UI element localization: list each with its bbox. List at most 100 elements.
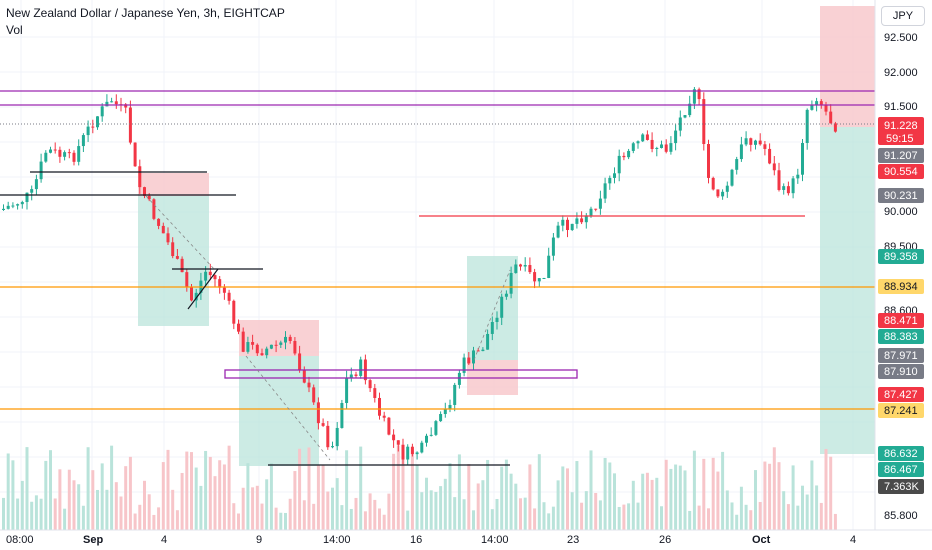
volume-bar bbox=[739, 486, 743, 530]
candle-body bbox=[58, 149, 62, 157]
candle-body bbox=[152, 199, 156, 219]
candle-body bbox=[288, 336, 292, 341]
price-tag bbox=[878, 348, 924, 363]
candle-body bbox=[645, 134, 649, 140]
volume-bar bbox=[204, 450, 208, 530]
candle-body bbox=[67, 152, 71, 154]
candle-body bbox=[20, 202, 24, 205]
volume-bar bbox=[613, 473, 616, 530]
candle-body bbox=[138, 166, 142, 188]
volume-bar bbox=[472, 510, 475, 530]
price-tag-text: 7.363K bbox=[884, 481, 920, 493]
price-tag-text: 86.632 bbox=[884, 448, 918, 460]
candle-body bbox=[16, 204, 20, 206]
time-axis[interactable]: 08:00 Sep 4 9 14:00 16 14:00 23 26 Oct 4 bbox=[0, 529, 932, 550]
volume-bar bbox=[509, 473, 513, 530]
volume-bar bbox=[566, 468, 569, 530]
volume-bar bbox=[368, 493, 372, 530]
volume-bar bbox=[2, 497, 5, 530]
candle-body bbox=[617, 155, 621, 174]
volume-bar bbox=[86, 447, 90, 530]
candle-body bbox=[227, 292, 231, 301]
volume-bar bbox=[63, 508, 67, 530]
candle-body bbox=[735, 159, 739, 170]
volume-bar bbox=[641, 473, 645, 530]
volume-bar bbox=[697, 505, 701, 530]
candle-body bbox=[359, 359, 363, 376]
candle-body bbox=[739, 144, 743, 160]
volume-bar bbox=[801, 485, 804, 530]
volume-bar bbox=[815, 485, 819, 530]
candle-body bbox=[387, 417, 391, 435]
candle-body bbox=[232, 300, 236, 324]
volume-bar bbox=[307, 447, 311, 530]
drawings[interactable] bbox=[0, 90, 875, 466]
volume-bar bbox=[34, 495, 38, 530]
volume-bar bbox=[744, 504, 748, 530]
volume-bar bbox=[293, 471, 297, 530]
candle-body bbox=[824, 105, 828, 112]
volume-bar bbox=[124, 466, 128, 530]
candle-body bbox=[284, 336, 287, 343]
candle-body bbox=[378, 397, 381, 416]
candle-body bbox=[829, 111, 833, 124]
volume-bar bbox=[467, 464, 471, 530]
time-label: Sep bbox=[83, 534, 103, 546]
candle-body bbox=[30, 189, 34, 193]
volume-bar bbox=[194, 467, 198, 530]
volume-bar bbox=[674, 464, 678, 530]
price-tag-text: 89.358 bbox=[884, 251, 918, 263]
candle-body bbox=[2, 208, 5, 210]
volume-bar bbox=[542, 502, 546, 530]
candle-body bbox=[185, 272, 189, 288]
candle-body bbox=[269, 344, 273, 349]
candle-body bbox=[39, 161, 43, 180]
volume-bar bbox=[274, 507, 278, 530]
candle-body bbox=[443, 409, 447, 415]
price-tick: 90.000 bbox=[884, 206, 918, 218]
volume-bar bbox=[702, 458, 706, 530]
candle-body bbox=[349, 374, 353, 379]
candle-body bbox=[63, 152, 67, 157]
price-tag-text: 88.471 bbox=[884, 315, 918, 327]
volume-bar bbox=[284, 512, 287, 530]
volume-bar bbox=[758, 501, 762, 530]
candle-body bbox=[650, 139, 654, 150]
price-tag-text: 87.971 bbox=[884, 350, 918, 362]
price-axis[interactable]: 92.500 92.000 91.500 90.000 89.500 88.60… bbox=[874, 0, 932, 550]
currency-button[interactable]: JPY bbox=[881, 6, 925, 26]
candle-body bbox=[561, 219, 565, 226]
candle-body bbox=[340, 403, 344, 428]
volume-bar bbox=[584, 491, 588, 530]
volume-bar bbox=[678, 465, 682, 530]
time-label: 4 bbox=[161, 534, 167, 546]
dashed-path bbox=[245, 355, 331, 461]
volume-indicator-label[interactable]: Vol bbox=[6, 23, 23, 37]
volume-bar bbox=[105, 489, 109, 530]
volume-bar bbox=[161, 462, 165, 530]
candle-body bbox=[551, 237, 555, 256]
position-boxes[interactable] bbox=[138, 6, 875, 466]
candle-body bbox=[570, 223, 574, 231]
price-tag bbox=[878, 313, 924, 328]
candle-body bbox=[81, 135, 85, 147]
candle-body bbox=[711, 177, 715, 190]
candle-body bbox=[500, 296, 504, 318]
candle-body bbox=[110, 101, 114, 103]
price-tag-countdown: 59:15 bbox=[886, 133, 914, 145]
volume-bar bbox=[166, 449, 170, 530]
volume-bar bbox=[96, 489, 99, 530]
volume-bar bbox=[237, 513, 240, 530]
price-tag bbox=[878, 479, 924, 494]
candle-body bbox=[486, 333, 490, 350]
candle-body bbox=[702, 99, 706, 145]
chart-title[interactable]: New Zealand Dollar / Japanese Yen, 3h, E… bbox=[6, 6, 285, 20]
price-tag bbox=[878, 249, 924, 264]
candle-body bbox=[77, 146, 81, 162]
candle-body bbox=[589, 208, 593, 216]
candle-body bbox=[237, 323, 240, 332]
candle-body bbox=[260, 353, 264, 356]
volume-bar bbox=[415, 465, 419, 530]
